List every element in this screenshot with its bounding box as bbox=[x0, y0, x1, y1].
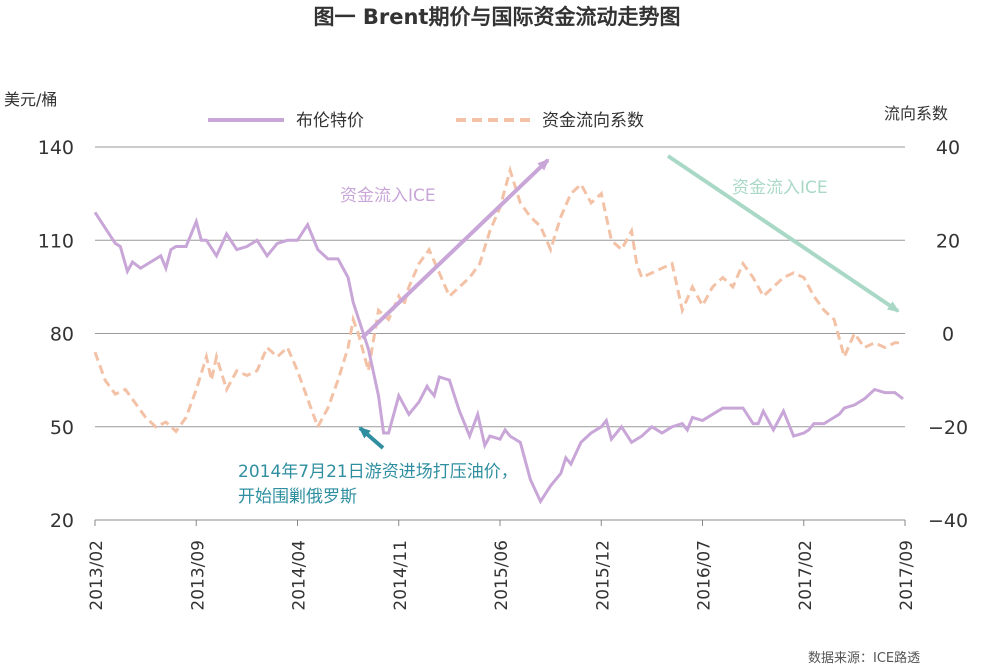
source-note: 数据来源：ICE路透 bbox=[808, 650, 920, 666]
y-left-tick-label: 110 bbox=[38, 230, 74, 252]
x-tick-label: 2015/12 bbox=[593, 540, 613, 611]
x-tick-label: 2013/02 bbox=[87, 540, 107, 611]
arrow-event bbox=[358, 426, 385, 450]
annotation-inflow-1: 资金流入ICE bbox=[340, 158, 550, 340]
y-axis-right-label: 流向系数 bbox=[884, 104, 948, 123]
x-tick-label: 2017/09 bbox=[897, 540, 917, 611]
x-axis-ticks: 2013/02 2013/09 2014/04 2014/11 2015/06 2015/… bbox=[87, 520, 917, 611]
event-text-line1: 2014年7月21日游资进场打压油价， bbox=[238, 462, 518, 482]
y-axis-right-ticks: 40 20 0 −20 −40 bbox=[928, 137, 968, 532]
y-axis-left-ticks: 140 110 80 50 20 bbox=[38, 137, 74, 532]
legend: 布伦特价 资金流向系数 bbox=[208, 111, 644, 131]
arrow-outflow bbox=[666, 154, 900, 313]
y-right-tick-label: −20 bbox=[928, 417, 968, 439]
arrow-inflow-1 bbox=[360, 158, 550, 340]
x-tick-label: 2013/09 bbox=[188, 540, 208, 611]
arrow-inflow-1-label: 资金流入ICE bbox=[340, 186, 436, 206]
y-right-tick-label: −40 bbox=[928, 510, 968, 532]
annotation-event: 2014年7月21日游资进场打压油价， 开始围剿俄罗斯 bbox=[238, 426, 518, 507]
x-tick-label: 2014/04 bbox=[290, 540, 310, 611]
y-right-tick-label: 40 bbox=[936, 137, 960, 159]
y-right-tick-label: 0 bbox=[942, 324, 954, 346]
y-left-tick-label: 80 bbox=[50, 324, 74, 346]
legend-label-brent: 布伦特价 bbox=[296, 111, 364, 131]
chart-title: 图一 Brent期价与国际资金流动走势图 bbox=[314, 5, 681, 29]
y-axis-left-label: 美元/桶 bbox=[4, 90, 57, 109]
annotation-outflow: 资金流入ICE bbox=[666, 154, 900, 313]
series-line-brent bbox=[93, 211, 904, 505]
y-right-tick-label: 20 bbox=[936, 230, 960, 252]
arrow-outflow-label: 资金流入ICE bbox=[732, 178, 828, 198]
x-tick-label: 2015/06 bbox=[492, 540, 512, 611]
y-left-tick-label: 140 bbox=[38, 137, 74, 159]
series-line-flow bbox=[93, 164, 903, 434]
y-left-tick-label: 20 bbox=[50, 510, 74, 532]
x-tick-label: 2016/07 bbox=[695, 540, 715, 611]
legend-label-flow: 资金流向系数 bbox=[542, 111, 644, 131]
x-tick-label: 2014/11 bbox=[391, 540, 411, 611]
event-text-line2: 开始围剿俄罗斯 bbox=[238, 487, 357, 507]
x-tick-label: 2017/02 bbox=[796, 540, 816, 611]
y-left-tick-label: 50 bbox=[50, 417, 74, 439]
